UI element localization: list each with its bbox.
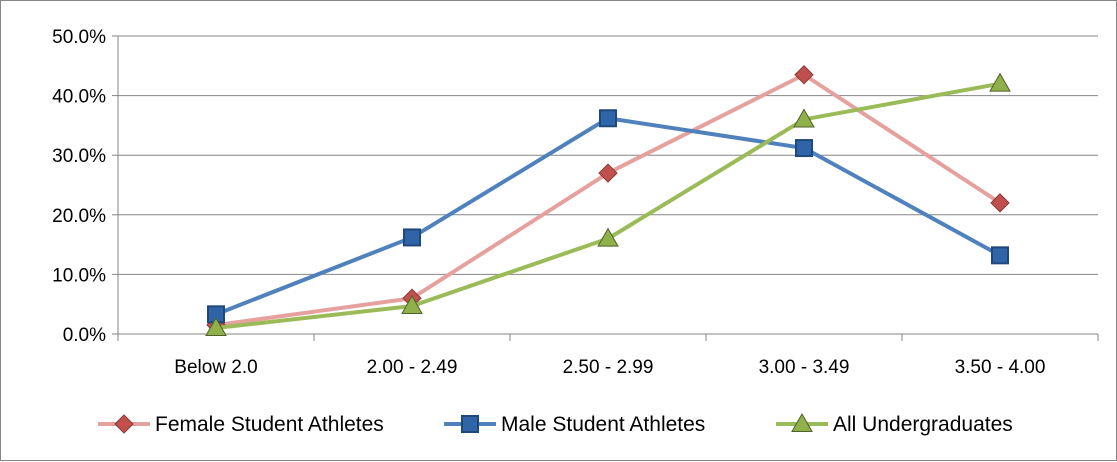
- x-tick-label: 3.00 - 3.49: [759, 357, 850, 378]
- data-point: [401, 294, 423, 314]
- y-tick-label: 0.0%: [63, 325, 106, 346]
- legend: Female Student Athletes Male Student Athl…: [98, 412, 1013, 436]
- legend-label: All Undergraduates: [833, 413, 1013, 436]
- data-point: [989, 72, 1011, 92]
- x-tick-label: 3.50 - 4.00: [955, 357, 1046, 378]
- data-point: [599, 109, 617, 128]
- x-tick-label: 2.00 - 2.49: [367, 357, 458, 378]
- y-tick-label: 50.0%: [52, 27, 106, 48]
- y-tick-label: 10.0%: [52, 265, 106, 286]
- legend-item: Female Student Athletes: [98, 413, 384, 436]
- legend-item: All Undergraduates: [776, 412, 1013, 436]
- series-line: [215, 116, 1001, 317]
- y-tick-label: 40.0%: [52, 87, 106, 108]
- series-2: [207, 109, 1009, 324]
- data-point: [990, 193, 1010, 213]
- data-point: [403, 228, 421, 247]
- data-point: [205, 317, 227, 337]
- legend-marker-swatch: [114, 414, 134, 434]
- data-point: [597, 227, 619, 247]
- data-point: [795, 139, 813, 158]
- series-layer: [205, 65, 1011, 337]
- data-point: [598, 163, 618, 183]
- data-point: [794, 65, 814, 85]
- y-tick-label: 30.0%: [52, 146, 106, 167]
- axes: 0.0% 10.0% 20.0% 30.0% 40.0% 50.0% Below 2.0 2.…: [52, 27, 1099, 378]
- x-tick-label: Below 2.0: [174, 357, 257, 378]
- legend-label: Female Student Athletes: [155, 413, 384, 436]
- legend-item: Male Student Athletes: [444, 413, 705, 436]
- data-point: [991, 246, 1009, 265]
- legend-marker-swatch: [461, 415, 479, 433]
- series-3: [205, 72, 1011, 337]
- legend-marker-swatch: [791, 412, 813, 432]
- legend-label: Male Student Athletes: [501, 413, 705, 436]
- data-point: [793, 108, 815, 128]
- y-tick-label: 20.0%: [52, 206, 106, 227]
- x-tick-label: 2.50 - 2.99: [563, 357, 654, 378]
